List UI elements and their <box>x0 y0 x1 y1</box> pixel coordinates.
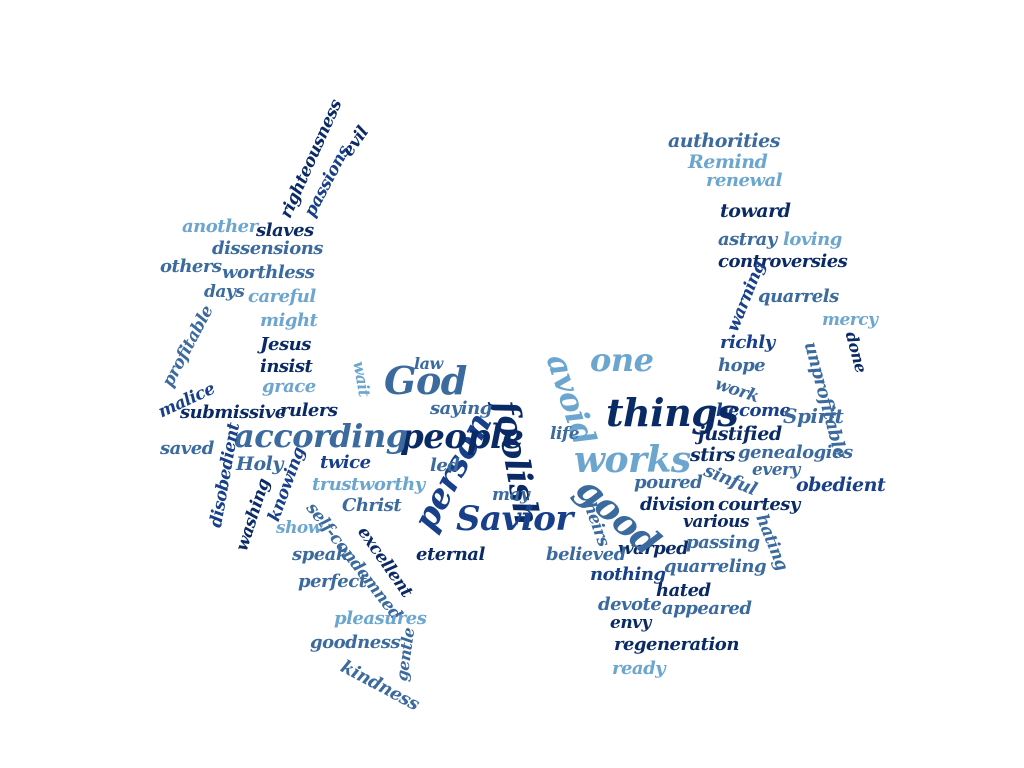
cloud-word: authorities <box>668 130 780 152</box>
cloud-word: division <box>640 494 715 515</box>
cloud-word: believed <box>546 544 626 565</box>
cloud-word: Remind <box>688 151 768 173</box>
cloud-word: controversies <box>718 251 848 272</box>
cloud-word: others <box>160 256 222 277</box>
cloud-word: wait <box>349 359 375 399</box>
cloud-word: regeneration <box>614 634 739 655</box>
cloud-word: obedient <box>796 474 886 496</box>
cloud-word: poured <box>634 472 703 493</box>
cloud-word: one <box>590 341 654 379</box>
cloud-word: hated <box>656 580 711 601</box>
cloud-word: various <box>683 512 750 532</box>
cloud-word: twice <box>320 452 371 473</box>
cloud-word: careful <box>248 286 316 307</box>
cloud-word: appeared <box>662 598 752 619</box>
cloud-word: stirs <box>690 444 735 466</box>
cloud-word: people <box>400 417 524 457</box>
cloud-word: speak <box>292 544 348 565</box>
cloud-word: show <box>276 518 322 538</box>
cloud-word: submissive <box>180 402 286 423</box>
cloud-word: justified <box>698 423 782 445</box>
cloud-word: may <box>492 485 530 505</box>
cloud-word: envy <box>610 613 651 633</box>
cloud-word: profitable <box>158 302 218 391</box>
cloud-word: worthless <box>222 262 315 283</box>
cloud-word: works <box>574 439 691 481</box>
cloud-word: passing <box>686 532 760 553</box>
cloud-word: led <box>430 455 460 476</box>
cloud-word: things <box>606 390 739 435</box>
cloud-word: perfect <box>298 571 367 592</box>
cloud-word: dissensions <box>212 238 323 259</box>
cloud-word: days <box>204 282 245 302</box>
cloud-word: devote <box>598 594 662 615</box>
cloud-word: saved <box>160 438 214 459</box>
cloud-word: eternal <box>416 544 485 565</box>
cloud-word: law <box>414 354 443 373</box>
cloud-word: renewal <box>706 170 782 191</box>
cloud-word: Christ <box>342 495 402 516</box>
cloud-word: pleasures <box>334 608 427 629</box>
cloud-word: Holy <box>236 453 283 475</box>
cloud-word: quarrels <box>758 286 839 307</box>
cloud-word: rulers <box>280 400 338 421</box>
cloud-word: quarreling <box>664 556 767 577</box>
cloud-word: another <box>182 216 258 237</box>
cloud-word: Savior <box>456 499 573 539</box>
cloud-word: grace <box>262 376 316 397</box>
cloud-word: insist <box>260 356 313 377</box>
cloud-word: mercy <box>822 310 878 330</box>
cloud-word: Spirit <box>783 404 844 428</box>
cloud-word: gentle <box>392 626 419 683</box>
cloud-word: nothing <box>590 564 666 585</box>
cloud-word: become <box>716 400 791 421</box>
cloud-word: warped <box>618 538 689 559</box>
cloud-word: according <box>234 417 408 455</box>
cloud-word: hope <box>718 355 766 376</box>
cloud-word: courtesy <box>718 494 800 515</box>
cloud-word: genealogies <box>738 442 853 463</box>
cloud-word: goodness <box>310 632 401 653</box>
cloud-word: astray <box>718 229 777 250</box>
cloud-word: slaves <box>256 220 314 241</box>
cloud-word: every <box>752 460 800 480</box>
cloud-word: saying <box>430 398 492 419</box>
cloud-word: life <box>550 424 580 444</box>
cloud-word: richly <box>720 332 775 353</box>
cloud-word: God <box>384 358 467 403</box>
cloud-word: loving <box>783 229 842 250</box>
cloud-word: trustworthy <box>312 474 425 495</box>
cloud-word: Jesus <box>260 334 311 355</box>
cloud-word: might <box>260 310 318 331</box>
cloud-word: toward <box>720 200 791 222</box>
cloud-word: done <box>841 329 871 375</box>
cloud-word: ready <box>612 658 666 679</box>
